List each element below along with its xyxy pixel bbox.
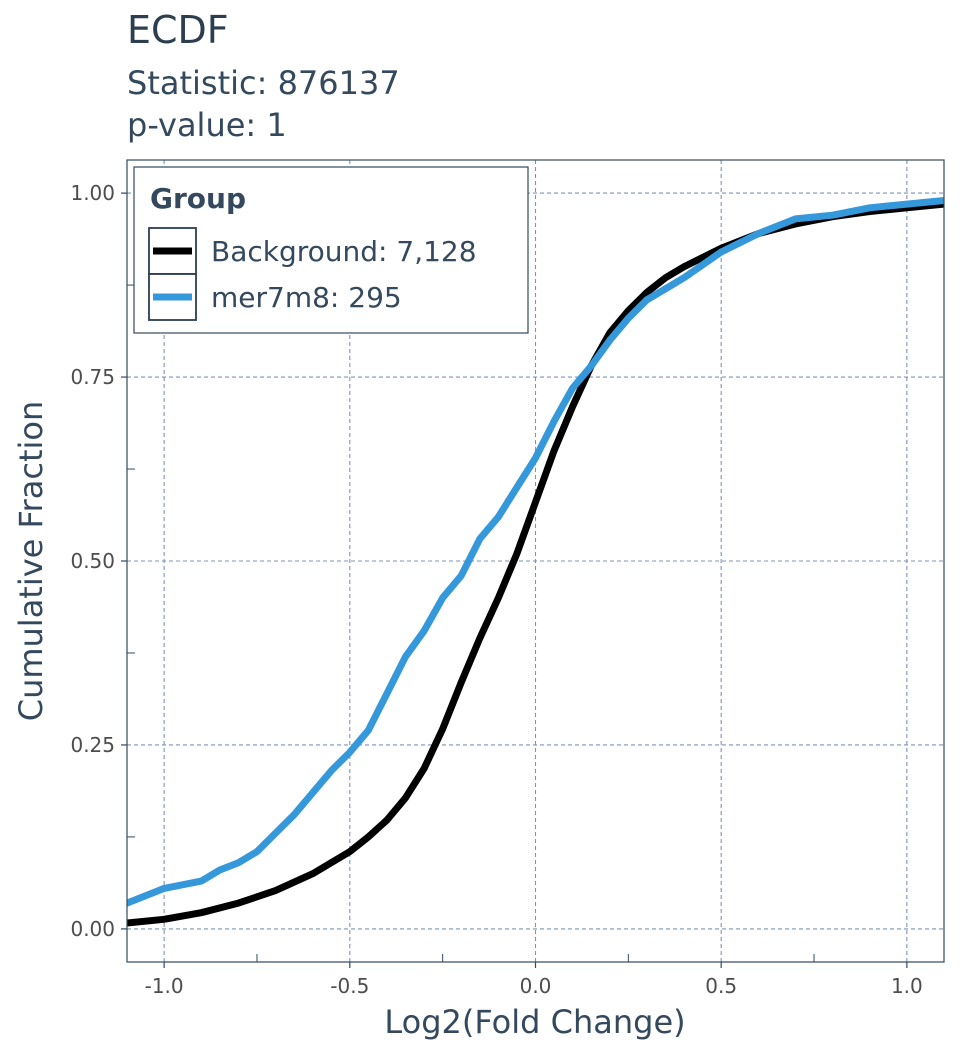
legend-title: Group — [150, 182, 246, 215]
series-layer — [127, 197, 944, 927]
chart-subtitle-statistic: Statistic: 876137 — [127, 64, 400, 102]
legend-label-mer7m8: mer7m8: 295 — [211, 281, 402, 314]
series-line-mer7m8 — [127, 197, 944, 907]
x-tick-label: -0.5 — [330, 974, 369, 998]
chart-subtitle-pvalue: p-value: 1 — [127, 106, 287, 144]
legend-label-background: Background: 7,128 — [211, 235, 477, 268]
y-tick-label: 0.25 — [70, 733, 115, 757]
legend: Group Background: 7,128 mer7m8: 295 — [133, 166, 529, 334]
chart-title: ECDF — [127, 8, 229, 52]
axis-layer: -1.0 -0.5 0.0 0.5 1.0 0.00 0.25 0.50 0.75 1.00 — [70, 181, 922, 998]
y-tick-label: 0.50 — [70, 549, 115, 573]
x-tick-label: 0.5 — [705, 974, 737, 998]
y-tick-label: 0.00 — [70, 917, 115, 941]
x-tick-label: 1.0 — [891, 974, 923, 998]
x-tick-label: -1.0 — [145, 974, 184, 998]
legend-box — [133, 166, 529, 334]
x-axis-title: Log2(Fold Change) — [384, 1003, 685, 1041]
y-axis-title: Cumulative Fraction — [12, 401, 50, 722]
x-tick-label: 0.0 — [520, 974, 552, 998]
y-tick-label: 0.75 — [70, 365, 115, 389]
y-tick-label: 1.00 — [70, 181, 115, 205]
